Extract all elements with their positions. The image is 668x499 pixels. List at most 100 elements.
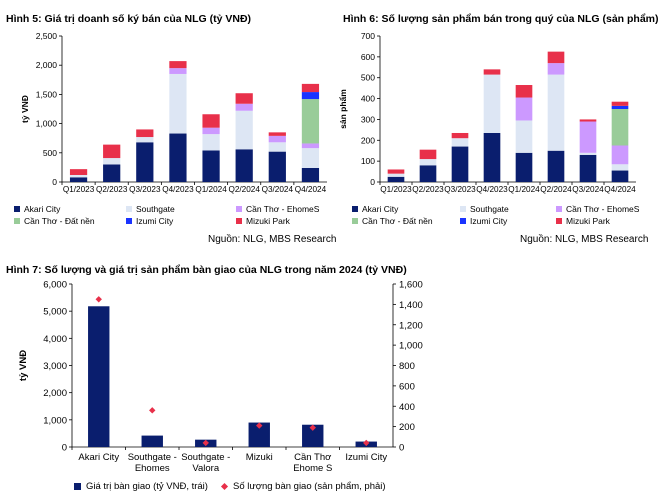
fig5-x-tick-label: Q3/2023: [129, 185, 161, 194]
fig5-legend-datnen: Cần Thơ - Đất nền: [14, 216, 95, 226]
fig5-legend-southgate: Southgate: [126, 204, 175, 214]
fig5-y-tick-label: 2,000: [36, 60, 58, 70]
legend-swatch: [352, 206, 358, 212]
fig6-bar-segment: [515, 152, 533, 182]
fig5-bar-segment: [301, 167, 320, 182]
fig6-bar-segment: [387, 169, 405, 174]
fig7-y-tick-label: 1,000: [43, 415, 67, 426]
fig7-x-tick-label: Ehome S: [293, 463, 332, 474]
fig5-bar-segment: [202, 127, 220, 135]
fig6-y-tick-label: 0: [370, 177, 375, 187]
legend-label: Akari City: [362, 204, 399, 214]
fig7-y2-tick-label: 600: [399, 381, 415, 392]
fig7-y2-tick-label: 1,000: [399, 341, 423, 352]
fig6-x-tick-label: Q4/2024: [604, 185, 636, 194]
fig5-y-tick-label: 1,000: [36, 119, 58, 129]
fig6-bar-segment: [579, 154, 597, 182]
fig6-x-tick-label: Q3/2024: [572, 185, 604, 194]
fig5-bar-segment: [235, 110, 253, 150]
fig5-legend-ehome: Cần Thơ - EhomeS: [236, 204, 319, 214]
fig6-x-tick-label: Q4/2023: [476, 185, 508, 194]
fig7-y-tick-label: 0: [62, 443, 67, 454]
fig5-x-tick-label: Q2/2023: [96, 185, 128, 194]
fig5-bar-segment: [169, 133, 187, 182]
fig6-bar-segment: [547, 74, 565, 151]
fig6-y-tick-label: 200: [361, 135, 375, 145]
fig6-bar-segment: [387, 176, 405, 182]
fig5-legend-mizuki: Mizuki Park: [236, 216, 290, 226]
legend-label: Southgate: [136, 204, 175, 214]
fig6-x-tick-label: Q3/2023: [444, 185, 476, 194]
fig6-legend-mizuki: Mizuki Park: [556, 216, 610, 226]
fig6-bar-segment: [547, 63, 565, 75]
fig6-bar-segment: [611, 170, 629, 182]
fig7-legend-scatter: Số lượng bàn giao (sản phẩm, phải): [220, 481, 386, 492]
fig6-bar-segment: [611, 109, 629, 146]
fig6-bar-segment: [451, 132, 469, 139]
fig6-bar-segment: [547, 150, 565, 182]
legend-label: Izumi City: [470, 216, 508, 226]
legend-swatch: [14, 206, 20, 212]
fig5-x-tick-label: Q1/2023: [63, 185, 95, 194]
fig6-bar-segment: [515, 85, 533, 98]
fig6-bar-segment: [515, 97, 533, 121]
fig6-y-tick-label: 600: [361, 52, 375, 62]
fig6-x-tick-label: Q1/2024: [508, 185, 540, 194]
fig6-bar-segment: [611, 105, 629, 109]
fig6-x-tick-label: Q2/2024: [540, 185, 572, 194]
legend-swatch: [14, 218, 20, 224]
fig7-diamond-marker: [363, 439, 370, 447]
fig5-bar-segment: [169, 73, 187, 134]
legend-label: Cần Thơ - Đất nền: [24, 216, 95, 226]
fig7-y2-tick-label: 1,200: [399, 320, 423, 331]
fig6-legend-akari: Akari City: [352, 204, 398, 214]
fig7-bar: [88, 306, 110, 447]
fig7-y2-tick-label: 1,400: [399, 300, 423, 311]
fig5-x-tick-label: Q4/2023: [162, 185, 194, 194]
legend-label: Izumi City: [136, 216, 174, 226]
fig7-y-tick-label: 4,000: [43, 334, 67, 345]
fig7-x-tick-label: Ehomes: [135, 463, 170, 474]
legend-label: Cần Thơ - EhomeS: [566, 204, 640, 214]
fig6-bar-segment: [515, 120, 533, 153]
fig6-x-tick-label: Q2/2023: [412, 185, 444, 194]
fig5-bar-segment: [301, 83, 320, 93]
fig5-bar-segment: [268, 132, 286, 136]
legend-label: Cần Thơ - EhomeS: [246, 204, 320, 214]
legend-label: Mizuki Park: [246, 216, 290, 226]
fig5-y-tick-label: 0: [52, 177, 57, 187]
fig7-bar: [302, 424, 324, 447]
fig7-y-tick-label: 2,000: [43, 388, 67, 399]
fig5-bar-segment: [301, 99, 320, 144]
fig6-x-tick-label: Q1/2023: [380, 185, 412, 194]
fig7-bar: [248, 422, 270, 447]
legend-swatch: [460, 218, 466, 224]
fig5-x-tick-label: Q3/2024: [262, 185, 294, 194]
legend-swatch: [556, 206, 562, 212]
fig6-legend-datnen: Cần Thơ - Đất nền: [352, 216, 433, 226]
legend-swatch: [556, 218, 562, 224]
fig5-bar-segment: [235, 103, 253, 111]
fig6-y-tick-label: 100: [361, 156, 375, 166]
fig7-x-tick-label: Akari City: [78, 452, 119, 463]
legend-diamond: [220, 482, 229, 491]
fig7-y-tick-label: 5,000: [43, 307, 67, 318]
legend-swatch: [460, 206, 466, 212]
fig6-legend-southgate: Southgate: [460, 204, 509, 214]
fig7-y-tick-label: 3,000: [43, 361, 67, 372]
fig5-bar-segment: [202, 150, 220, 182]
legend-swatch: [74, 483, 81, 490]
fig6-legend-ehome: Cần Thơ - EhomeS: [556, 204, 639, 214]
fig6-y-tick-label: 500: [361, 73, 375, 83]
legend-swatch: [352, 218, 358, 224]
fig5-bar-segment: [301, 92, 320, 100]
fig6-bar-segment: [419, 165, 437, 182]
fig5-bar-segment: [202, 114, 220, 128]
fig6-bar-segment: [483, 74, 501, 133]
legend-label: Cần Thơ - Đất nền: [362, 216, 433, 226]
fig6-y-tick-label: 400: [361, 94, 375, 104]
fig5-bar-segment: [69, 177, 88, 182]
fig6-bar-segment: [579, 121, 597, 153]
legend-swatch: [236, 218, 242, 224]
fig5-bar-segment: [235, 149, 253, 182]
